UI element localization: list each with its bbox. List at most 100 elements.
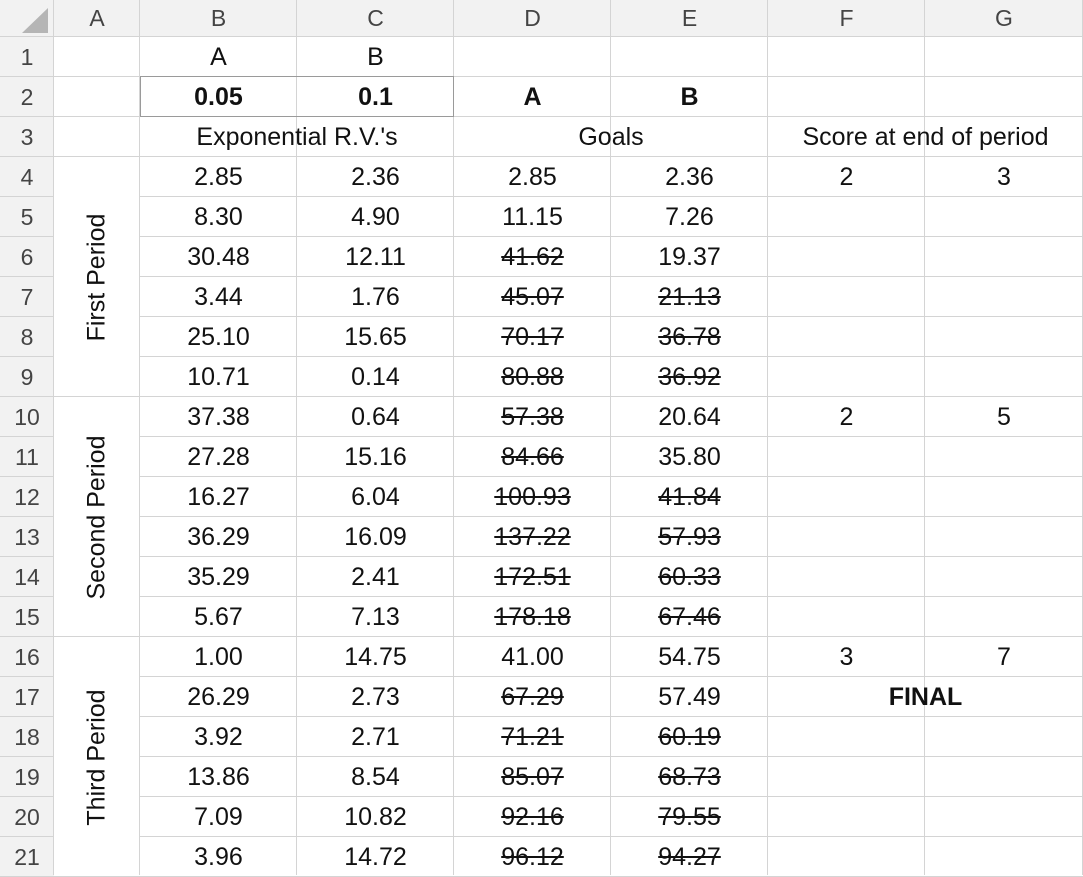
cell-g10-score-b[interactable]: 5 xyxy=(997,402,1011,431)
cell-b5[interactable]: 8.30 xyxy=(194,202,243,231)
cell-e10[interactable]: 20.64 xyxy=(658,402,721,431)
cell-e18[interactable]: 60.19 xyxy=(658,722,721,751)
final-label[interactable]: FINAL xyxy=(888,682,963,711)
cell-b6[interactable]: 30.48 xyxy=(187,242,250,271)
column-header-f[interactable]: F xyxy=(768,0,925,37)
cell-d21[interactable]: 96.12 xyxy=(501,842,564,871)
cell-d12[interactable]: 100.93 xyxy=(494,482,571,511)
row-header-3[interactable]: 3 xyxy=(0,117,54,157)
cell-d20[interactable]: 92.16 xyxy=(501,802,564,831)
row-header-4[interactable]: 4 xyxy=(0,157,54,197)
cell-b12[interactable]: 16.27 xyxy=(187,482,250,511)
cell-e8[interactable]: 36.78 xyxy=(658,322,721,351)
row-header-14[interactable]: 14 xyxy=(0,557,54,597)
cell-b15[interactable]: 5.67 xyxy=(194,602,243,631)
row-header-16[interactable]: 16 xyxy=(0,637,54,677)
row-header-21[interactable]: 21 xyxy=(0,837,54,877)
cell-b2-rate-a[interactable]: 0.05 xyxy=(194,82,243,111)
row-header-5[interactable]: 5 xyxy=(0,197,54,237)
cell-b7[interactable]: 3.44 xyxy=(194,282,243,311)
cell-e11[interactable]: 35.80 xyxy=(658,442,721,471)
cell-d5[interactable]: 11.15 xyxy=(502,202,563,231)
period-label-2[interactable]: Second Period xyxy=(54,397,140,637)
cell-c4[interactable]: 2.36 xyxy=(351,162,400,191)
cell-e15[interactable]: 67.46 xyxy=(658,602,721,631)
cell-c10[interactable]: 0.64 xyxy=(351,402,400,431)
cell-c19[interactable]: 8.54 xyxy=(351,762,400,791)
cell-c8[interactable]: 15.65 xyxy=(344,322,407,351)
cell-d8[interactable]: 70.17 xyxy=(501,322,564,351)
cell-b11[interactable]: 27.28 xyxy=(187,442,250,471)
row-header-10[interactable]: 10 xyxy=(0,397,54,437)
cell-e19[interactable]: 68.73 xyxy=(658,762,721,791)
row-header-6[interactable]: 6 xyxy=(0,237,54,277)
cell-d2-team-a[interactable]: A xyxy=(523,82,542,111)
cell-b8[interactable]: 25.10 xyxy=(187,322,250,351)
cell-b4[interactable]: 2.85 xyxy=(194,162,243,191)
cell-e2-team-b[interactable]: B xyxy=(680,82,699,111)
row-header-18[interactable]: 18 xyxy=(0,717,54,757)
cell-c21[interactable]: 14.72 xyxy=(344,842,407,871)
cell-b17[interactable]: 26.29 xyxy=(187,682,250,711)
row-header-7[interactable]: 7 xyxy=(0,277,54,317)
cell-d11[interactable]: 84.66 xyxy=(501,442,564,471)
column-header-c[interactable]: C xyxy=(297,0,454,37)
cell-e12[interactable]: 41.84 xyxy=(658,482,721,511)
cell-d13[interactable]: 137.22 xyxy=(494,522,571,551)
cell-d4[interactable]: 2.85 xyxy=(508,162,557,191)
cell-c20[interactable]: 10.82 xyxy=(344,802,407,831)
cell-b1-label-a[interactable]: A xyxy=(210,42,227,71)
cell-c17[interactable]: 2.73 xyxy=(351,682,400,711)
cell-c15[interactable]: 7.13 xyxy=(351,602,400,631)
cell-c16[interactable]: 14.75 xyxy=(344,642,407,671)
cell-c7[interactable]: 1.76 xyxy=(351,282,400,311)
cell-c2-rate-b[interactable]: 0.1 xyxy=(358,82,393,111)
row-header-11[interactable]: 11 xyxy=(0,437,54,477)
cell-e16[interactable]: 54.75 xyxy=(658,642,721,671)
cell-c13[interactable]: 16.09 xyxy=(344,522,407,551)
cell-c5[interactable]: 4.90 xyxy=(351,202,400,231)
cell-b13[interactable]: 36.29 xyxy=(187,522,250,551)
score-header[interactable]: Score at end of period xyxy=(802,122,1049,151)
cell-e14[interactable]: 60.33 xyxy=(658,562,721,591)
cell-c6[interactable]: 12.11 xyxy=(345,242,406,271)
cell-b21[interactable]: 3.96 xyxy=(194,842,243,871)
cell-d19[interactable]: 85.07 xyxy=(501,762,564,791)
cell-e9[interactable]: 36.92 xyxy=(658,362,721,391)
cell-b9[interactable]: 10.71 xyxy=(187,362,250,391)
cell-e4[interactable]: 2.36 xyxy=(665,162,714,191)
row-header-19[interactable]: 19 xyxy=(0,757,54,797)
cell-g16-score-b[interactable]: 7 xyxy=(997,642,1011,671)
cell-e6[interactable]: 19.37 xyxy=(658,242,721,271)
cell-d17[interactable]: 67.29 xyxy=(501,682,564,711)
row-header-8[interactable]: 8 xyxy=(0,317,54,357)
cell-e13[interactable]: 57.93 xyxy=(658,522,721,551)
row-header-15[interactable]: 15 xyxy=(0,597,54,637)
column-header-b[interactable]: B xyxy=(140,0,297,37)
period-label-3[interactable]: Third Period xyxy=(54,637,140,877)
row-header-12[interactable]: 12 xyxy=(0,477,54,517)
cell-f10-score-a[interactable]: 2 xyxy=(839,402,854,431)
cell-d14[interactable]: 172.51 xyxy=(494,562,571,591)
row-header-1[interactable]: 1 xyxy=(0,37,54,77)
cell-b16[interactable]: 1.00 xyxy=(194,642,243,671)
cell-d16[interactable]: 41.00 xyxy=(501,642,564,671)
column-header-a[interactable]: A xyxy=(54,0,140,37)
row-header-17[interactable]: 17 xyxy=(0,677,54,717)
cell-d15[interactable]: 178.18 xyxy=(494,602,571,631)
cell-d7[interactable]: 45.07 xyxy=(501,282,564,311)
column-header-g[interactable]: G xyxy=(925,0,1083,37)
cell-c1-label-b[interactable]: B xyxy=(367,42,384,71)
cell-e5[interactable]: 7.26 xyxy=(665,202,714,231)
cell-e20[interactable]: 79.55 xyxy=(658,802,721,831)
cell-d10[interactable]: 57.38 xyxy=(501,402,564,431)
cell-c18[interactable]: 2.71 xyxy=(351,722,400,751)
period-label-1[interactable]: First Period xyxy=(54,157,140,397)
cell-b14[interactable]: 35.29 xyxy=(187,562,250,591)
cell-d18[interactable]: 71.21 xyxy=(501,722,564,751)
goals-header[interactable]: Goals xyxy=(578,122,644,151)
cell-f4-score-a[interactable]: 2 xyxy=(839,162,854,191)
cell-b19[interactable]: 13.86 xyxy=(187,762,250,791)
cell-e17[interactable]: 57.49 xyxy=(658,682,721,711)
cell-c14[interactable]: 2.41 xyxy=(351,562,400,591)
